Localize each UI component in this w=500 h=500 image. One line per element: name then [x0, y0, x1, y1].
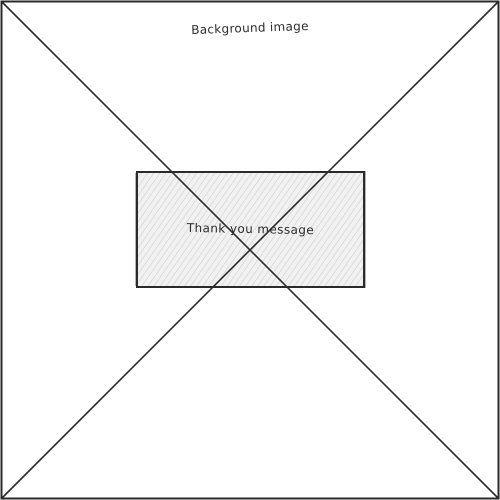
message-box-border: [136, 171, 365, 288]
message-box-hatch: [137, 172, 364, 287]
